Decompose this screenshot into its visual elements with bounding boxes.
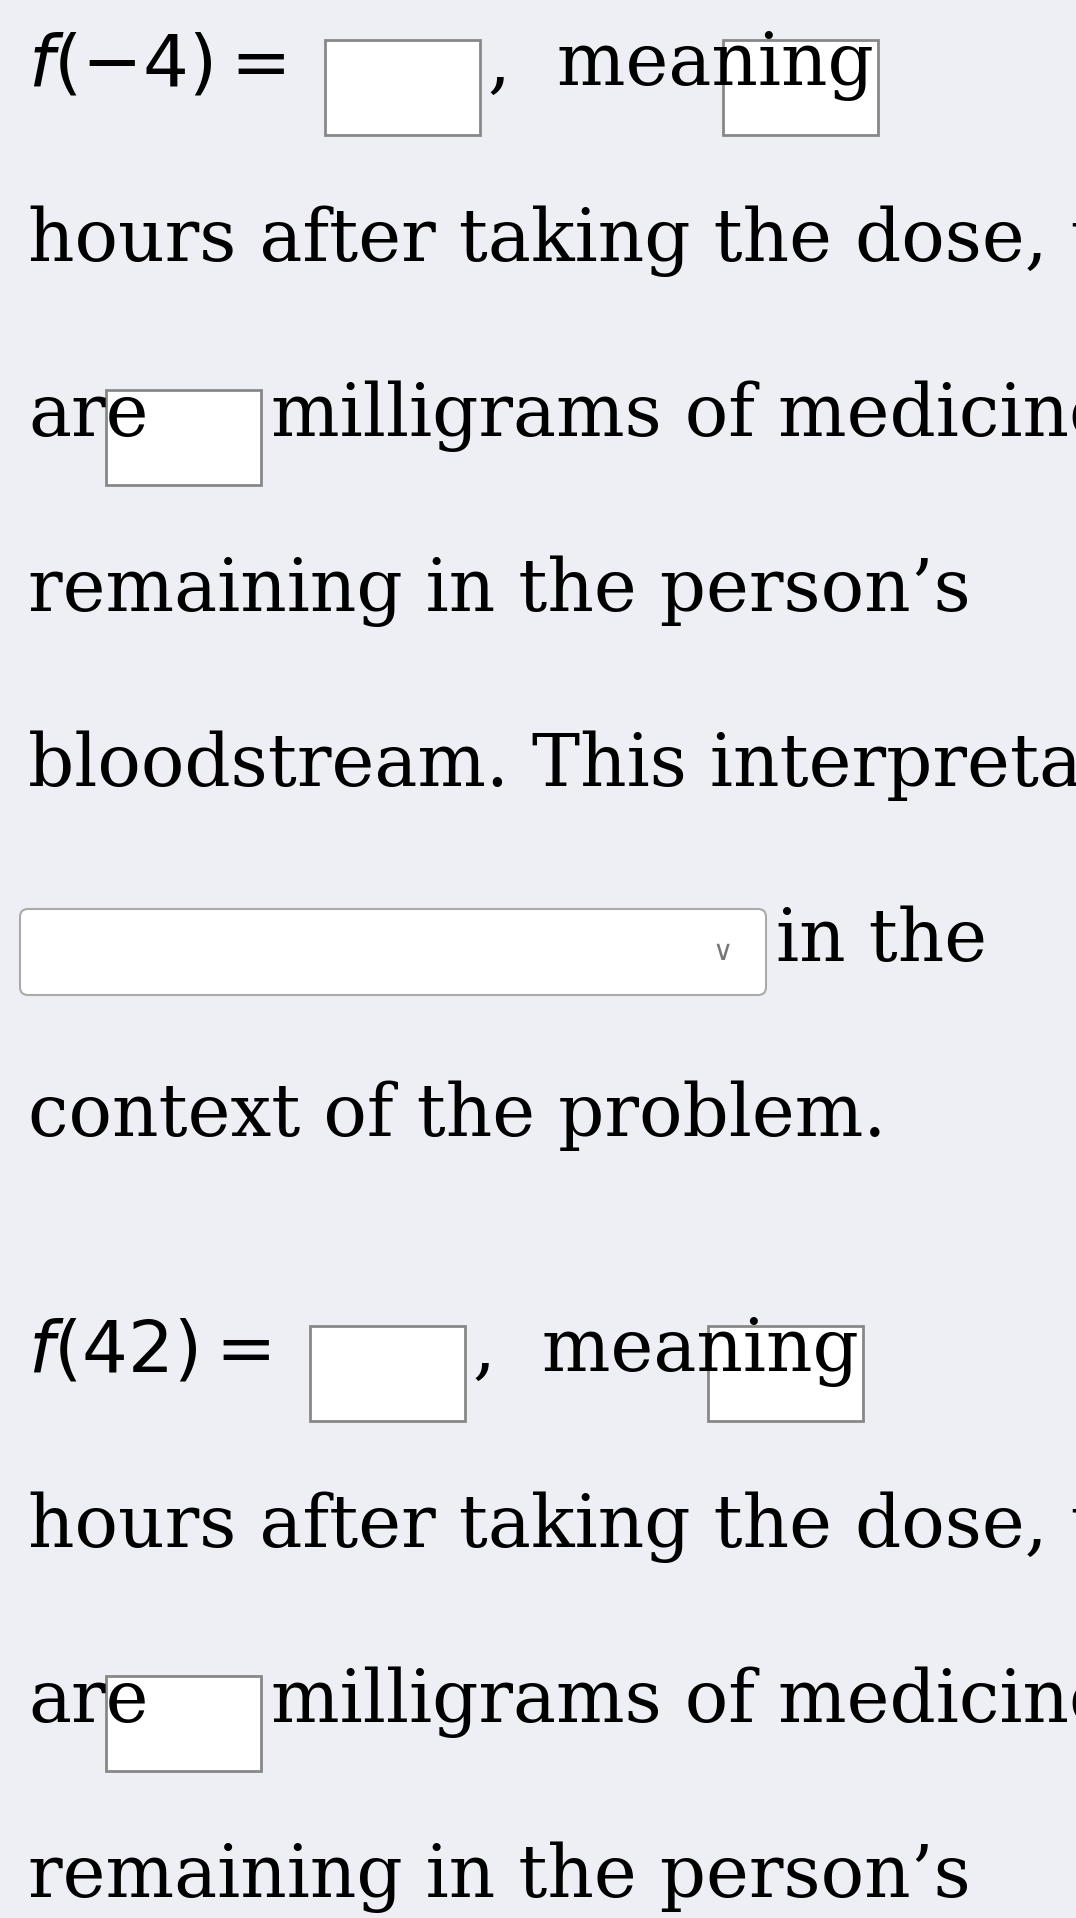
Text: $f(42) =$: $f(42) =$ bbox=[28, 1316, 271, 1387]
Text: context of the problem.: context of the problem. bbox=[28, 1080, 887, 1151]
Bar bbox=[107, 389, 261, 485]
Text: hours after taking the dose, there: hours after taking the dose, there bbox=[28, 1492, 1076, 1563]
Text: are: are bbox=[28, 380, 148, 451]
Text: milligrams of medicine: milligrams of medicine bbox=[271, 380, 1076, 451]
Bar bbox=[325, 40, 480, 134]
Text: in the: in the bbox=[776, 905, 987, 976]
Bar bbox=[310, 1325, 465, 1421]
FancyBboxPatch shape bbox=[20, 909, 766, 995]
Text: ,  meaning: , meaning bbox=[473, 1316, 859, 1387]
Text: hours after taking the dose, there: hours after taking the dose, there bbox=[28, 205, 1076, 276]
Text: bloodstream. This interpretation: bloodstream. This interpretation bbox=[28, 731, 1076, 800]
Bar bbox=[708, 1325, 863, 1421]
Text: remaining in the person’s: remaining in the person’s bbox=[28, 554, 971, 627]
Text: $f(-4) =$: $f(-4) =$ bbox=[28, 31, 285, 100]
Text: milligrams of medicine: milligrams of medicine bbox=[271, 1667, 1076, 1738]
Text: remaining in the person’s: remaining in the person’s bbox=[28, 1841, 971, 1912]
Text: ,  meaning: , meaning bbox=[489, 31, 874, 100]
Text: are: are bbox=[28, 1667, 148, 1738]
Bar bbox=[107, 1676, 261, 1770]
Text: ∨: ∨ bbox=[713, 938, 733, 967]
Bar bbox=[723, 40, 878, 134]
